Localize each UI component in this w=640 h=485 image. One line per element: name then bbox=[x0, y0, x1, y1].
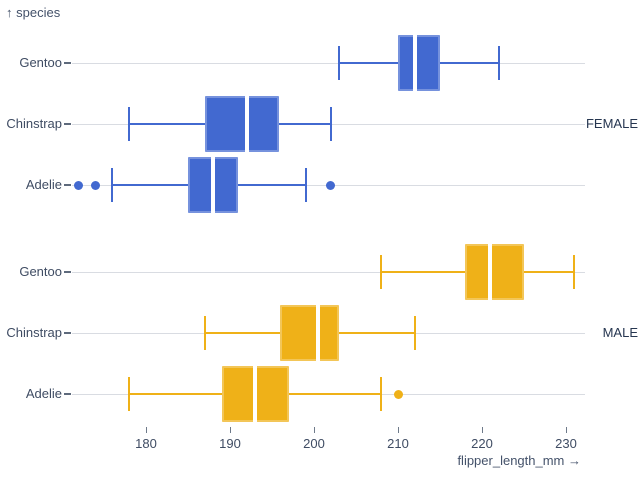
x-tick-label: 220 bbox=[471, 436, 493, 451]
iqr-box bbox=[398, 35, 440, 91]
whisker-cap-max bbox=[329, 107, 332, 141]
row-label-chinstrap: Chinstrap bbox=[6, 116, 62, 131]
row-label-adelie: Adelie bbox=[25, 386, 62, 401]
x-tick-mark bbox=[397, 427, 399, 433]
whisker-line-high bbox=[288, 393, 382, 395]
whisker-line-low bbox=[339, 62, 398, 64]
grid-line bbox=[72, 62, 585, 64]
median-line bbox=[412, 35, 417, 91]
row-label-chinstrap: Chinstrap bbox=[6, 325, 62, 340]
whisker-line-low bbox=[112, 184, 188, 186]
y-tick bbox=[64, 123, 71, 125]
whisker-line-high bbox=[278, 123, 331, 125]
iqr-box bbox=[280, 305, 340, 361]
median-line bbox=[316, 305, 321, 361]
whisker-line-high bbox=[339, 332, 415, 334]
iqr-box bbox=[465, 244, 524, 300]
x-tick-mark bbox=[145, 427, 147, 433]
whisker-line-low bbox=[204, 332, 281, 334]
outlier-dot bbox=[393, 389, 403, 399]
outlier-dot bbox=[326, 180, 336, 190]
x-tick-mark bbox=[565, 427, 567, 433]
x-tick-label: 210 bbox=[387, 436, 409, 451]
x-axis-title: flipper_length_mm → bbox=[457, 453, 581, 468]
iqr-box bbox=[204, 96, 279, 152]
y-tick bbox=[64, 184, 71, 186]
whisker-cap-max bbox=[413, 316, 416, 350]
x-tick-mark bbox=[481, 427, 483, 433]
y-tick bbox=[64, 393, 71, 395]
y-tick bbox=[64, 271, 71, 273]
whisker-line-high bbox=[524, 271, 575, 273]
row-label-gentoo: Gentoo bbox=[19, 264, 62, 279]
whisker-cap-max bbox=[573, 255, 576, 289]
whisker-cap-max bbox=[497, 46, 500, 80]
grid-line bbox=[72, 271, 585, 273]
row-label-adelie: Adelie bbox=[25, 177, 62, 192]
whisker-line-low bbox=[381, 271, 466, 273]
median-line bbox=[211, 157, 216, 213]
y-tick bbox=[64, 332, 71, 334]
whisker-cap-min bbox=[111, 168, 114, 202]
whisker-cap-max bbox=[304, 168, 307, 202]
y-tick bbox=[64, 62, 71, 64]
median-line bbox=[244, 96, 249, 152]
x-tick-label: 200 bbox=[303, 436, 325, 451]
whisker-cap-min bbox=[128, 377, 131, 411]
x-tick-label: 230 bbox=[555, 436, 577, 451]
x-tick-mark bbox=[229, 427, 231, 433]
facet-label-male: MALE bbox=[602, 325, 638, 340]
whisker-cap-min bbox=[380, 255, 383, 289]
whisker-line-high bbox=[440, 62, 499, 64]
x-tick-label: 190 bbox=[219, 436, 241, 451]
median-line bbox=[253, 366, 258, 422]
facet-label-female: FEMALE bbox=[585, 116, 638, 131]
whisker-line-high bbox=[238, 184, 306, 186]
whisker-cap-min bbox=[128, 107, 131, 141]
y-axis-title: ↑ species bbox=[6, 5, 61, 20]
row-label-gentoo: Gentoo bbox=[19, 55, 62, 70]
whisker-cap-max bbox=[380, 377, 383, 411]
x-tick-mark bbox=[313, 427, 315, 433]
median-line bbox=[488, 244, 493, 300]
whisker-cap-min bbox=[338, 46, 341, 80]
whisker-line-low bbox=[129, 123, 205, 125]
whisker-cap-min bbox=[203, 316, 206, 350]
outlier-dot bbox=[91, 180, 101, 190]
x-tick-label: 180 bbox=[135, 436, 157, 451]
whisker-line-low bbox=[129, 393, 222, 395]
outlier-dot bbox=[74, 180, 84, 190]
